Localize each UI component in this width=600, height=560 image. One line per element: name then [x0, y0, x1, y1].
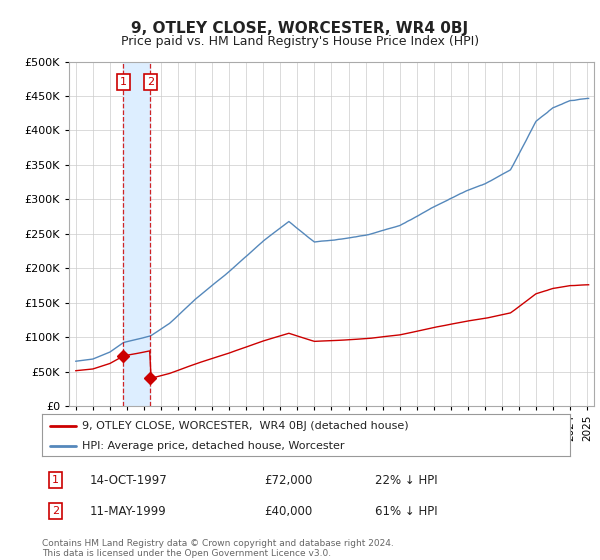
- Text: 11-MAY-1999: 11-MAY-1999: [89, 505, 166, 517]
- Text: 1: 1: [120, 77, 127, 87]
- Text: Contains HM Land Registry data © Crown copyright and database right 2024.
This d: Contains HM Land Registry data © Crown c…: [42, 539, 394, 558]
- Text: 1: 1: [52, 475, 59, 485]
- Text: 9, OTLEY CLOSE, WORCESTER, WR4 0BJ: 9, OTLEY CLOSE, WORCESTER, WR4 0BJ: [131, 21, 469, 36]
- Text: HPI: Average price, detached house, Worcester: HPI: Average price, detached house, Worc…: [82, 441, 344, 451]
- Text: 61% ↓ HPI: 61% ↓ HPI: [374, 505, 437, 517]
- Text: £72,000: £72,000: [264, 474, 312, 487]
- Text: Price paid vs. HM Land Registry's House Price Index (HPI): Price paid vs. HM Land Registry's House …: [121, 35, 479, 48]
- Text: 2: 2: [52, 506, 59, 516]
- Text: £40,000: £40,000: [264, 505, 312, 517]
- Bar: [124, 62, 151, 406]
- Text: 2: 2: [147, 77, 154, 87]
- Text: 9, OTLEY CLOSE, WORCESTER,  WR4 0BJ (detached house): 9, OTLEY CLOSE, WORCESTER, WR4 0BJ (deta…: [82, 421, 408, 431]
- Text: 14-OCT-1997: 14-OCT-1997: [89, 474, 167, 487]
- Text: 22% ↓ HPI: 22% ↓ HPI: [374, 474, 437, 487]
